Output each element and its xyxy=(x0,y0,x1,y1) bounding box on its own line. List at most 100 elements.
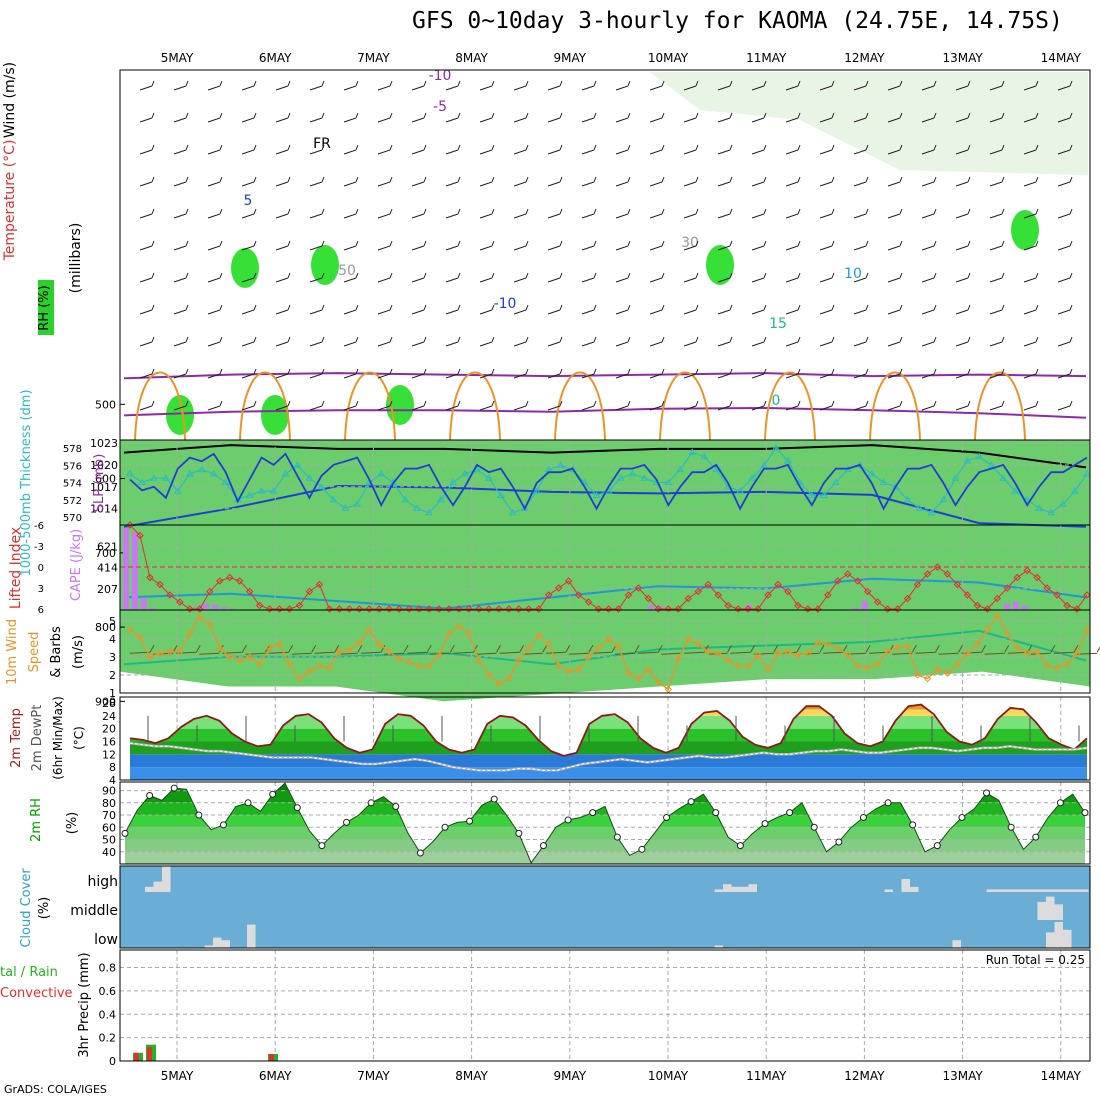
thickness-marker xyxy=(927,508,936,516)
wind-barb xyxy=(717,336,733,347)
lifted-index-marker xyxy=(515,605,523,613)
wind-barb xyxy=(955,304,971,315)
rh-marker xyxy=(170,784,178,792)
wind-barb xyxy=(955,208,971,219)
wind-speed-marker xyxy=(126,626,134,634)
wind-barb xyxy=(547,272,563,283)
wind-barb xyxy=(751,272,767,283)
wind-barb xyxy=(343,272,359,283)
thickness-marker xyxy=(580,478,589,485)
wind-label-line-4: (m/s) xyxy=(71,635,86,669)
slp-tick-label: 1017 xyxy=(90,481,118,494)
cloud-tick-label: middle xyxy=(70,903,118,919)
cloud-bar xyxy=(986,889,995,892)
cloud-bar xyxy=(748,884,757,892)
thickness-marker xyxy=(879,478,888,485)
wind-barb xyxy=(343,336,359,347)
wind-barb xyxy=(955,400,971,411)
wind-barb xyxy=(343,112,359,123)
wind-barb xyxy=(445,144,461,155)
wind-barb xyxy=(241,336,257,347)
wind-barb xyxy=(241,176,257,187)
wind-speed-marker xyxy=(505,674,513,683)
isotherm-line xyxy=(123,577,1087,610)
thickness-marker xyxy=(269,487,278,494)
wind-barb xyxy=(173,112,189,123)
wind-speed-marker xyxy=(1083,626,1091,634)
lifted-index-marker xyxy=(754,605,762,613)
thickness-marker xyxy=(150,474,158,481)
wind-barb xyxy=(615,176,631,187)
bottom-date-label: 11MAY xyxy=(746,1069,787,1083)
temp-band xyxy=(130,767,1087,780)
lifted-index-marker xyxy=(225,573,234,582)
warm-contour xyxy=(659,371,711,441)
wind-barb xyxy=(275,112,291,123)
rh-marker xyxy=(293,804,301,812)
rh-marker xyxy=(515,829,523,837)
wind-barb xyxy=(275,272,291,283)
wind-barb xyxy=(751,176,767,187)
wind-speed-marker xyxy=(535,631,543,639)
surface-wind-barb xyxy=(268,645,294,654)
wind-barb xyxy=(513,240,529,251)
lifted-index-marker xyxy=(265,605,274,613)
wind-barb xyxy=(445,304,461,315)
wind-barb xyxy=(513,112,529,123)
lifted-index-marker xyxy=(993,594,1001,603)
cloud-axis-label: Cloud Cover xyxy=(19,868,34,948)
cloud-bar xyxy=(1020,889,1029,892)
wind-barb xyxy=(581,176,597,187)
rh-marker xyxy=(810,823,818,831)
wind-speed-marker xyxy=(594,644,603,652)
wind-barb xyxy=(683,304,699,315)
thickness-marker xyxy=(281,469,290,477)
rh-band xyxy=(125,815,1085,828)
wind-speed-marker xyxy=(1023,649,1031,658)
temperature-tick-label: 8 xyxy=(109,761,116,774)
lifted-index-marker xyxy=(923,570,932,578)
wind-barb xyxy=(649,144,665,155)
wind-barb xyxy=(751,208,767,219)
wind-barb xyxy=(853,336,869,347)
wind-barb xyxy=(853,80,869,91)
wind-barb xyxy=(547,304,563,315)
lifted-index-marker xyxy=(255,601,264,610)
wind-barb xyxy=(683,336,699,347)
thickness-marker xyxy=(461,469,469,477)
wind-speed-marker xyxy=(355,638,363,647)
wind-barb xyxy=(649,304,665,315)
lifted-index-marker xyxy=(235,577,244,585)
lifted-index-marker xyxy=(943,570,952,578)
precip-legend-total: tal / Rain xyxy=(0,965,58,980)
temp-label-line-2: 2m DewPt xyxy=(30,705,45,772)
wind-barb xyxy=(139,368,155,379)
top-date-label: 12MAY xyxy=(844,51,885,65)
cloud-bar xyxy=(1046,889,1055,892)
thickness-tick-label: 576 xyxy=(63,461,82,472)
wind-speed-marker xyxy=(674,655,682,663)
wind-barb xyxy=(887,112,903,123)
wind-speed-marker xyxy=(285,660,294,668)
lifted-index-marker xyxy=(335,605,344,613)
warm-contour xyxy=(449,371,501,441)
lifted-index-marker xyxy=(614,605,623,613)
wind-barb xyxy=(411,112,427,123)
rh-marker xyxy=(1056,799,1064,807)
wind-barb xyxy=(275,176,291,187)
thickness-line xyxy=(129,447,1088,514)
rh-marker xyxy=(736,842,744,850)
wind-speed-marker xyxy=(854,662,862,670)
thickness-marker xyxy=(939,495,948,503)
temperature-tick-label: 20 xyxy=(102,723,116,736)
wind-speed-marker xyxy=(365,626,373,634)
wind-speed-marker xyxy=(186,629,194,638)
wind-barb xyxy=(1057,80,1073,91)
wind-barb xyxy=(921,272,937,283)
rh-marker xyxy=(1032,833,1040,841)
wind-barb xyxy=(921,400,937,411)
temp-label-line-1: 2m Temp xyxy=(9,708,24,768)
temperature-tick-label: 16 xyxy=(102,736,116,749)
wind-barb xyxy=(207,368,223,379)
wind-speed-marker xyxy=(554,662,563,670)
